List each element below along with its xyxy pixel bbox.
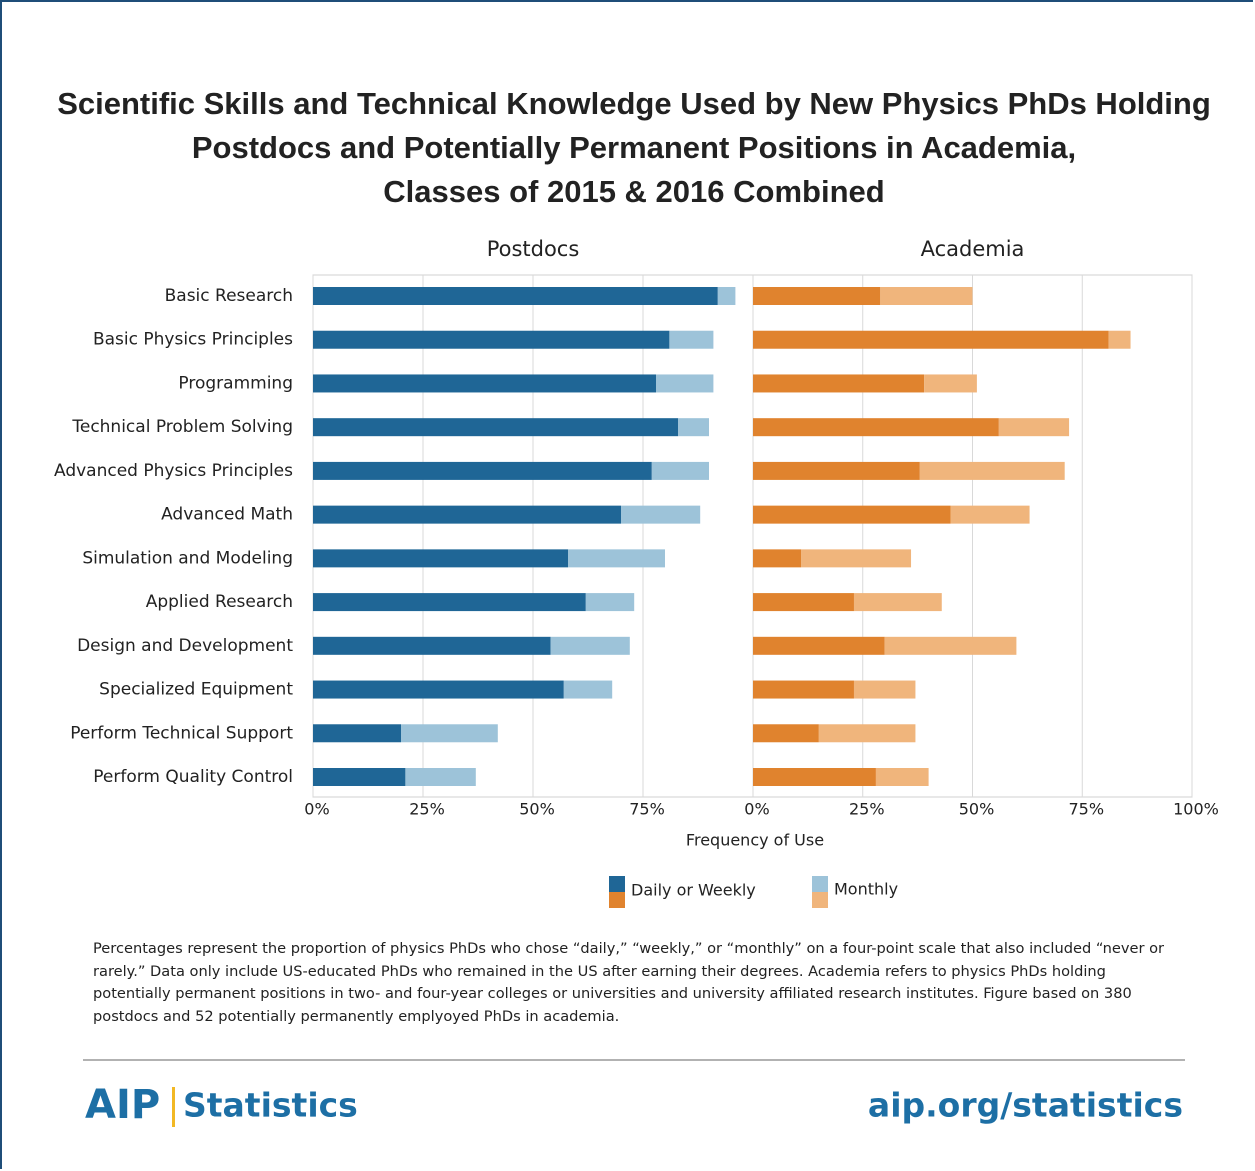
bar bbox=[998, 418, 1070, 437]
logo-text: Statistics bbox=[183, 1086, 358, 1125]
legend-swatch bbox=[812, 876, 828, 892]
bar bbox=[313, 636, 551, 655]
x-tick-label: 50% bbox=[959, 800, 995, 819]
x-tick-label: 25% bbox=[409, 800, 445, 819]
bar bbox=[753, 418, 999, 437]
bar bbox=[313, 418, 679, 437]
bar bbox=[563, 680, 613, 699]
bar bbox=[669, 330, 714, 349]
bar bbox=[924, 374, 977, 393]
bar bbox=[753, 680, 854, 699]
category-label: Basic Research bbox=[165, 286, 293, 306]
category-label: Design and Development bbox=[77, 636, 293, 656]
bar bbox=[753, 768, 876, 786]
bar bbox=[919, 461, 1065, 480]
bar bbox=[585, 593, 635, 612]
bar bbox=[950, 505, 1030, 524]
bar bbox=[568, 549, 665, 568]
legend-swatch bbox=[609, 892, 625, 908]
bar bbox=[313, 680, 564, 699]
bar bbox=[753, 374, 925, 393]
bar bbox=[753, 636, 885, 655]
bar bbox=[753, 724, 819, 743]
category-label: Technical Problem Solving bbox=[71, 417, 293, 437]
category-label: Programming bbox=[178, 373, 293, 393]
x-tick-label: 25% bbox=[849, 800, 885, 819]
bar bbox=[678, 418, 709, 437]
bar bbox=[313, 287, 718, 305]
logo-bar bbox=[172, 1087, 175, 1127]
bar bbox=[550, 636, 630, 655]
bar bbox=[753, 549, 802, 568]
category-label: Basic Physics Principles bbox=[93, 330, 293, 350]
chart-title: Postdocs and Potentially Permanent Posit… bbox=[192, 130, 1076, 165]
legend-label: Daily or Weekly bbox=[631, 881, 756, 900]
bar bbox=[875, 768, 929, 786]
bar bbox=[401, 724, 498, 743]
category-label: Specialized Equipment bbox=[99, 680, 293, 700]
panel-title: Academia bbox=[921, 237, 1025, 261]
bar bbox=[801, 549, 912, 568]
bar bbox=[651, 461, 709, 480]
x-tick-label: 75% bbox=[629, 800, 665, 819]
bar bbox=[405, 768, 476, 786]
bar bbox=[853, 593, 942, 612]
logo: AIP bbox=[85, 1082, 160, 1128]
bar bbox=[818, 724, 916, 743]
bar bbox=[884, 636, 1017, 655]
bar bbox=[753, 330, 1109, 349]
bar bbox=[753, 505, 951, 524]
x-tick-label: 100% bbox=[1173, 800, 1219, 819]
bar bbox=[621, 505, 701, 524]
bar bbox=[313, 549, 569, 568]
bar bbox=[656, 374, 714, 393]
bar bbox=[313, 593, 586, 612]
bar bbox=[313, 724, 401, 743]
x-tick-label: 0% bbox=[744, 800, 769, 819]
chart-title: Scientific Skills and Technical Knowledg… bbox=[57, 86, 1211, 121]
category-label: Advanced Math bbox=[161, 505, 293, 525]
bar bbox=[1108, 330, 1131, 349]
bar bbox=[313, 461, 652, 480]
bar bbox=[313, 374, 657, 393]
legend-swatch bbox=[609, 876, 625, 892]
category-label: Advanced Physics Principles bbox=[54, 461, 293, 481]
x-tick-label: 50% bbox=[519, 800, 555, 819]
bar bbox=[880, 287, 973, 305]
chart-title: Classes of 2015 & 2016 Combined bbox=[383, 174, 884, 209]
category-label: Applied Research bbox=[146, 592, 293, 612]
bar bbox=[313, 330, 670, 349]
footer-url: aip.org/statistics bbox=[868, 1086, 1183, 1125]
bar bbox=[313, 505, 621, 524]
x-tick-label: 0% bbox=[304, 800, 329, 819]
bar bbox=[717, 287, 736, 305]
legend-swatch bbox=[812, 892, 828, 908]
bar bbox=[753, 461, 920, 480]
category-label: Perform Technical Support bbox=[70, 723, 293, 743]
x-tick-label: 75% bbox=[1068, 800, 1104, 819]
legend-label: Monthly bbox=[834, 880, 898, 899]
bar bbox=[753, 593, 854, 612]
x-axis-label: Frequency of Use bbox=[686, 831, 824, 850]
bar bbox=[313, 768, 406, 786]
bar bbox=[753, 287, 881, 305]
category-label: Perform Quality Control bbox=[93, 767, 293, 787]
bar bbox=[853, 680, 916, 699]
note: Percentages represent the proportion of … bbox=[93, 940, 1165, 1025]
panel-title: Postdocs bbox=[487, 237, 580, 261]
category-label: Simulation and Modeling bbox=[82, 548, 293, 568]
